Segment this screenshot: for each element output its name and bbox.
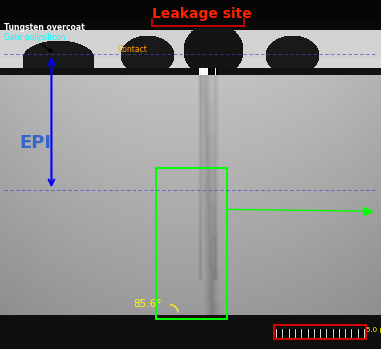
Bar <box>156 168 227 319</box>
Bar <box>276 329 364 337</box>
Bar <box>274 325 366 339</box>
Text: Leakage site: Leakage site <box>152 7 252 21</box>
Text: Contact: Contact <box>118 45 148 54</box>
Text: EPI: EPI <box>19 134 51 152</box>
Text: 85.6°: 85.6° <box>133 299 162 309</box>
Text: 5.0 μm: 5.0 μm <box>366 327 381 333</box>
Text: Gate polysilicon: Gate polysilicon <box>4 33 65 42</box>
Text: Tungsten overcoat: Tungsten overcoat <box>4 23 85 32</box>
